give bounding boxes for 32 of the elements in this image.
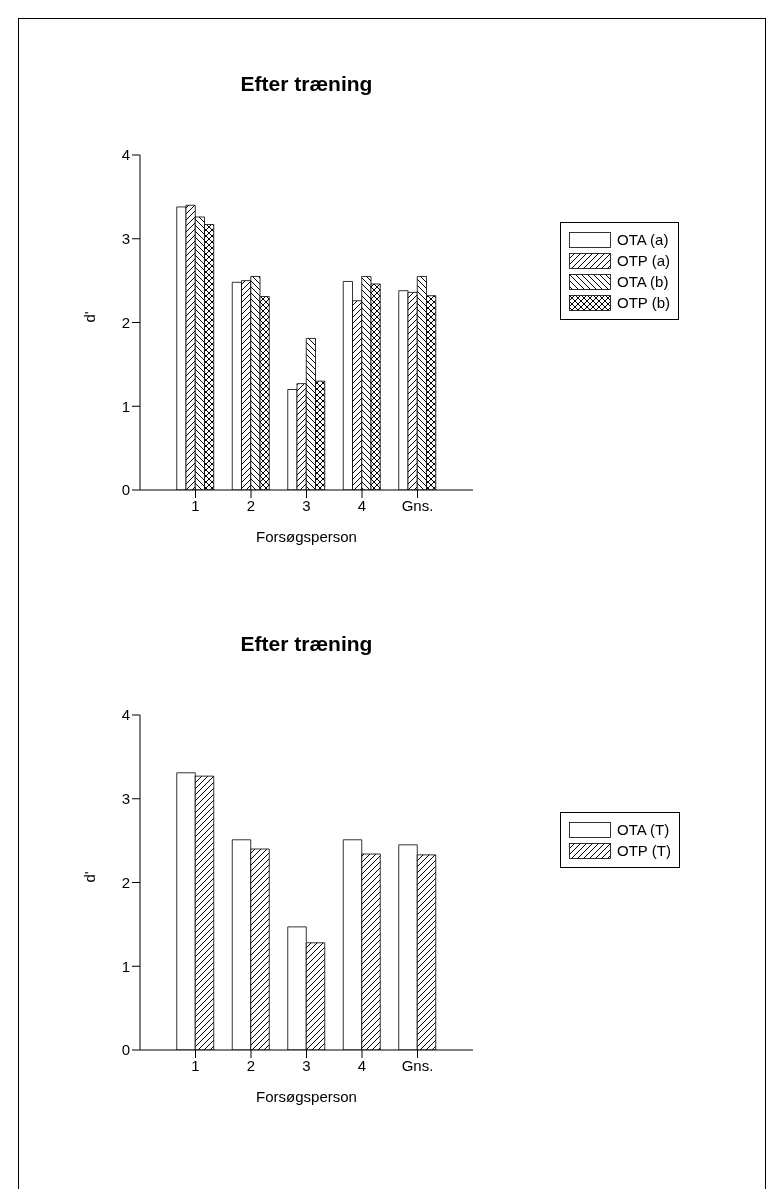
x-tick-label: 1 <box>191 1056 200 1074</box>
y-tick-label: 4 <box>121 706 130 724</box>
y-tick-label: 0 <box>121 1041 130 1059</box>
y-tick-label: 1 <box>121 957 130 975</box>
y-tick-label: 3 <box>121 790 130 808</box>
x-tick-label: Gns. <box>401 496 434 514</box>
x-tick-label: 3 <box>302 1056 311 1074</box>
x-tick-label: 1 <box>191 496 200 514</box>
legend-label: OTP (b) <box>617 294 671 311</box>
y-tick-label: 0 <box>121 481 130 499</box>
x-tick-label: 2 <box>246 496 256 514</box>
y-tick-label: 4 <box>121 146 130 164</box>
y-tick-label: 1 <box>121 397 130 415</box>
legend-label: OTP (a) <box>617 252 671 269</box>
x-axis-title: Forsøgsperson <box>256 528 357 545</box>
y-tick-label: 2 <box>121 313 130 331</box>
x-tick-label: Gns. <box>401 1056 434 1074</box>
x-tick-label: 2 <box>246 1056 256 1074</box>
x-axis-title: Forsøgsperson <box>256 1088 357 1105</box>
y-axis-title: d' <box>81 311 99 323</box>
legend-label: OTP (T) <box>617 842 671 859</box>
chart-title: Efter træning <box>239 632 374 656</box>
legend-label: OTA (a) <box>617 231 669 248</box>
x-tick-label: 3 <box>302 496 311 514</box>
y-axis-title: d' <box>81 871 99 883</box>
chart-title: Efter træning <box>239 72 374 96</box>
y-tick-label: 2 <box>121 873 130 891</box>
x-tick-label: 4 <box>357 1056 367 1074</box>
legend-label: OTA (b) <box>617 273 669 290</box>
legend-label: OTA (T) <box>617 821 670 838</box>
x-tick-label: 4 <box>357 496 367 514</box>
y-tick-label: 3 <box>121 230 130 248</box>
